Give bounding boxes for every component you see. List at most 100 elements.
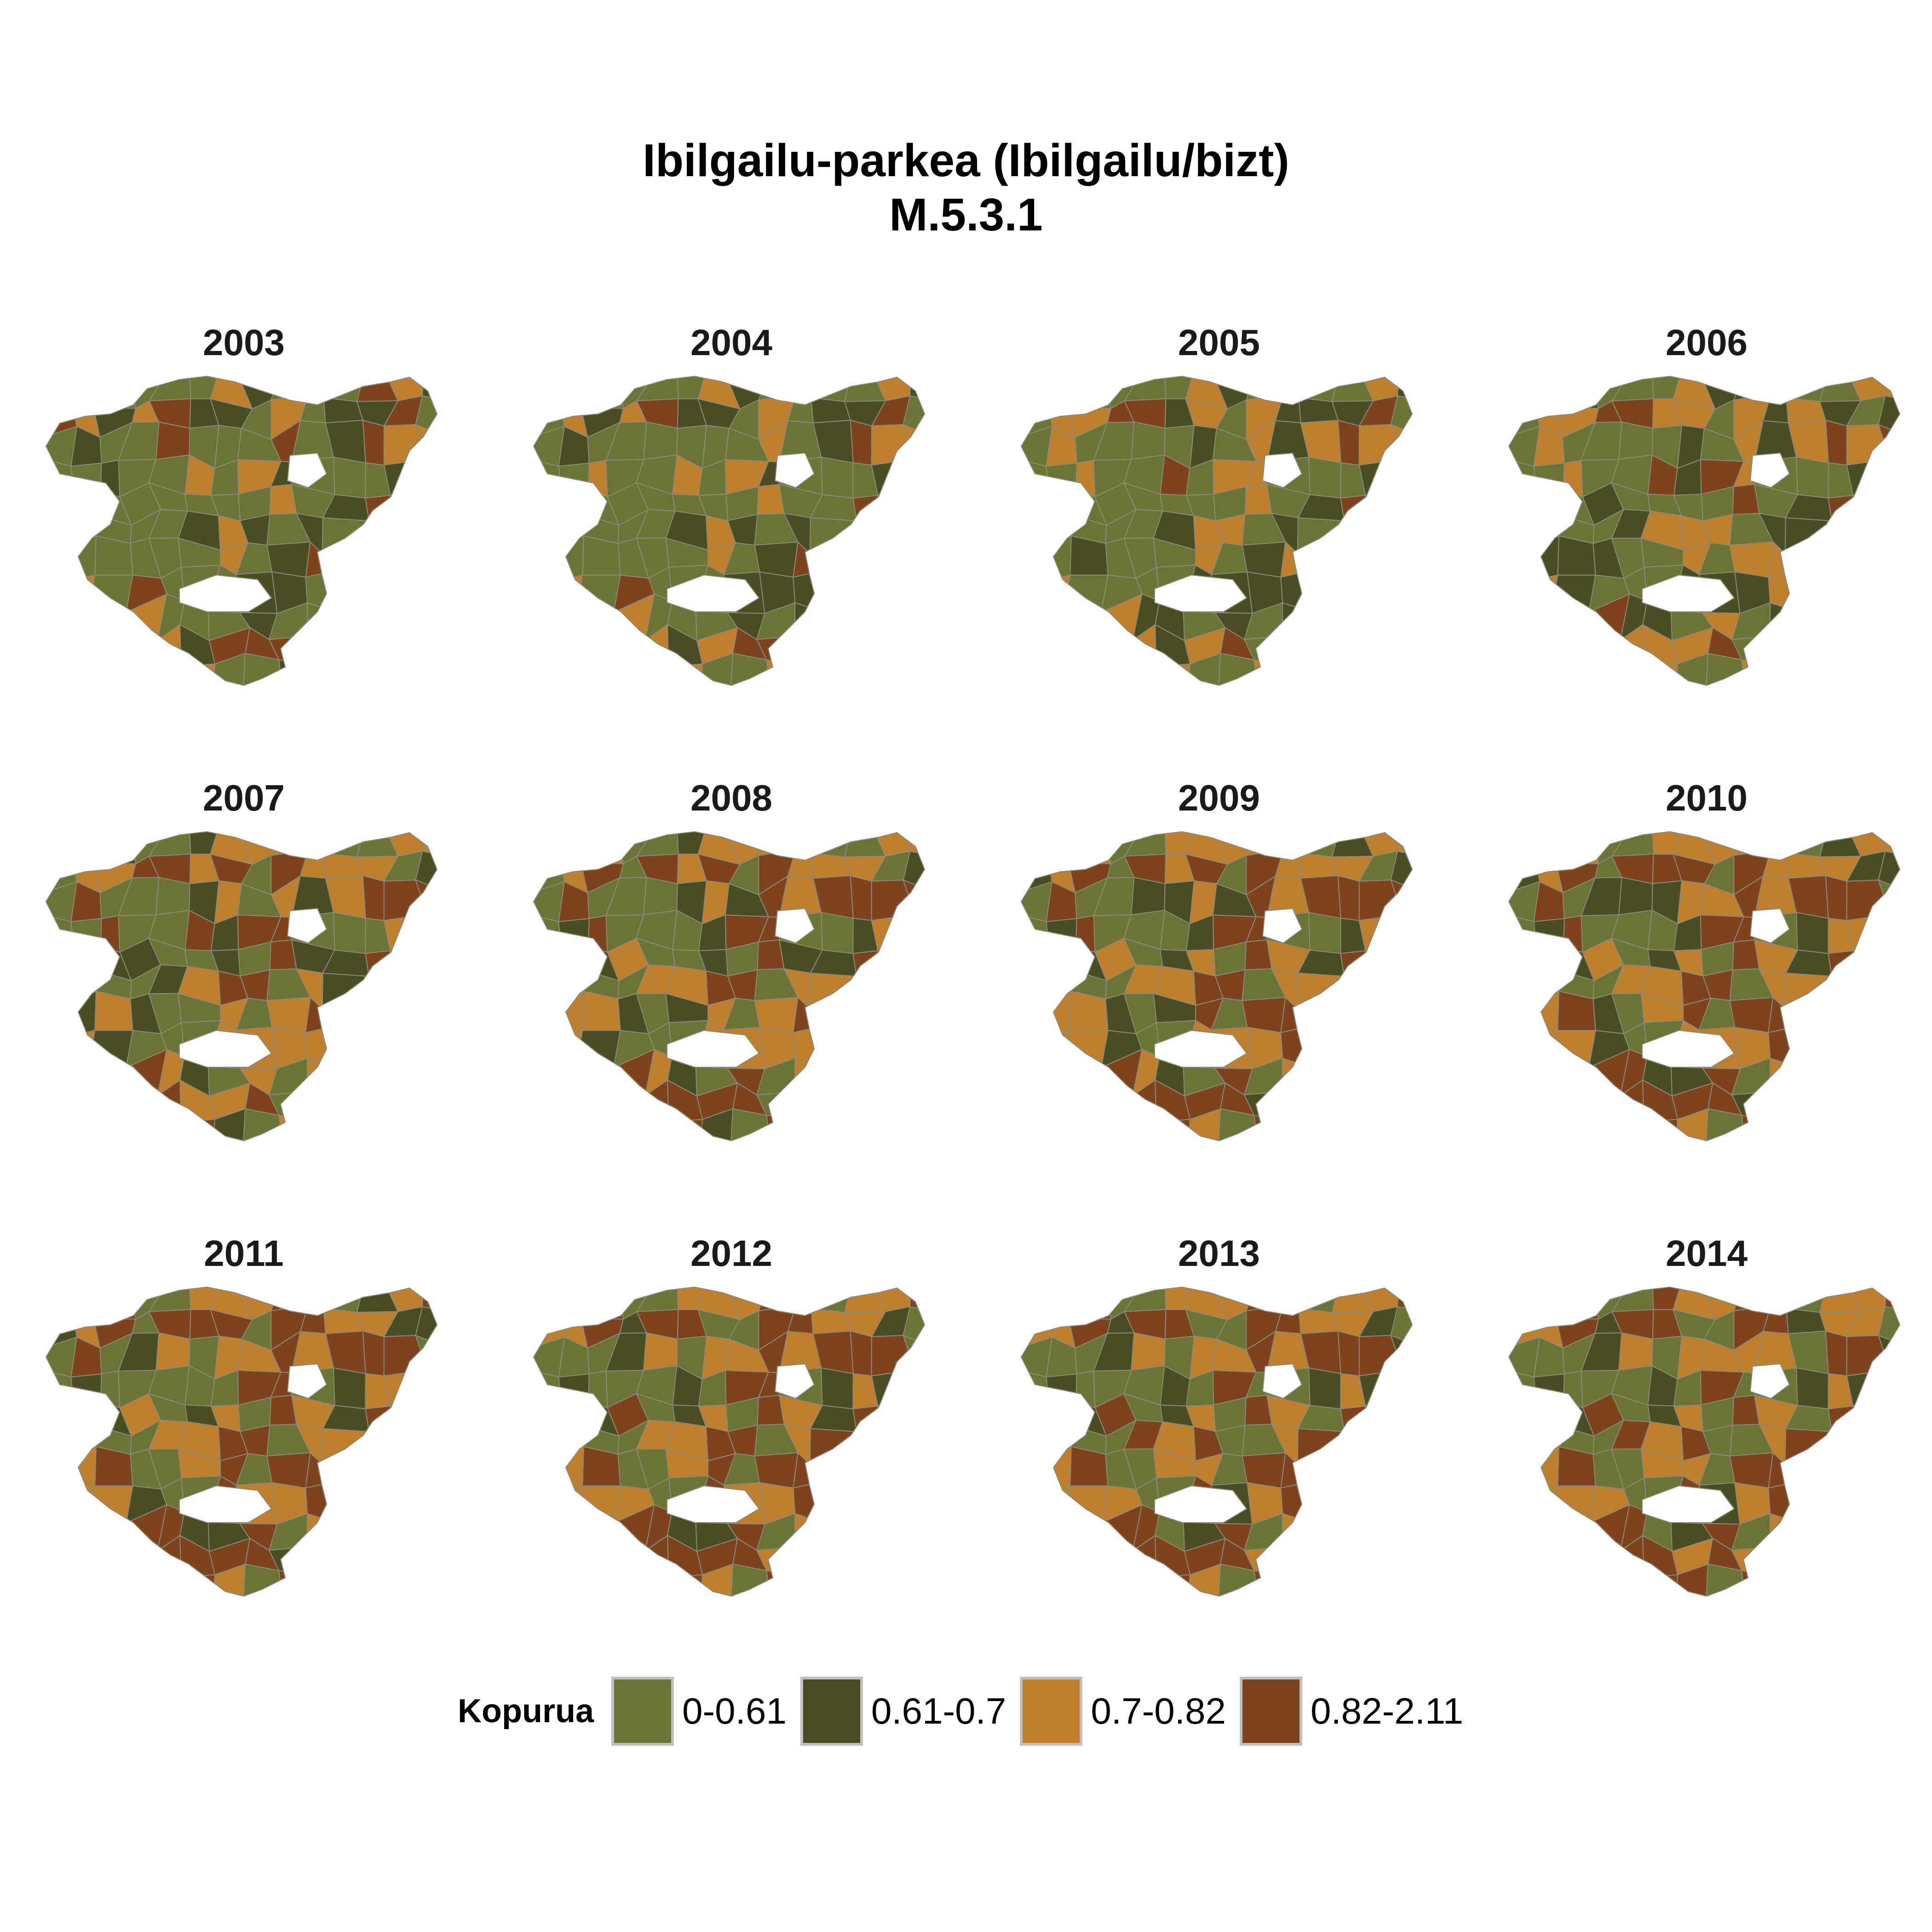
municipality-region <box>1275 394 1301 424</box>
municipality-region <box>1065 638 1109 670</box>
municipality-region <box>46 635 71 662</box>
municipality-region <box>877 1481 914 1518</box>
municipality-region <box>1885 832 1900 857</box>
municipality-region <box>326 1081 367 1118</box>
municipality-region <box>413 1388 437 1428</box>
municipality-region <box>1875 1388 1900 1428</box>
municipality-region <box>1852 1505 1882 1538</box>
municipality-region <box>60 1546 96 1573</box>
municipality-region <box>638 651 683 685</box>
municipality-region <box>393 623 411 672</box>
municipality-region <box>60 1053 96 1095</box>
municipality-region <box>1509 579 1542 602</box>
municipality-region <box>794 1513 823 1548</box>
municipality-region <box>1046 832 1071 864</box>
municipality-region <box>1383 623 1412 672</box>
municipality-region <box>1851 1114 1881 1141</box>
municipality-region <box>1393 540 1412 584</box>
municipality-region <box>46 517 74 554</box>
municipality-region <box>92 832 137 864</box>
municipality-region <box>842 570 879 610</box>
municipality-region <box>547 1509 583 1550</box>
municipality-region <box>1156 564 1196 612</box>
municipality-region <box>418 1423 437 1467</box>
municipality-region <box>1870 1122 1900 1141</box>
municipality-region <box>1845 540 1890 584</box>
municipality-region <box>1387 1363 1412 1395</box>
municipality-region <box>848 1114 882 1141</box>
municipality-region <box>365 950 391 980</box>
municipality-region <box>1845 968 1887 1012</box>
municipality-region <box>60 1090 96 1117</box>
municipality-region <box>1555 832 1599 864</box>
municipality-region <box>821 609 855 640</box>
municipality-region <box>1509 1034 1542 1058</box>
municipality-region <box>1741 1570 1769 1596</box>
municipality-region <box>46 598 79 638</box>
municipality-region <box>306 1513 335 1548</box>
municipality-region <box>46 579 79 602</box>
municipality-region <box>814 1564 851 1596</box>
municipality-region <box>906 512 925 556</box>
municipality-region <box>534 1113 565 1141</box>
municipality-region <box>361 1114 395 1141</box>
municipality-region <box>1535 491 1566 521</box>
municipality-region <box>1870 1079 1900 1127</box>
municipality-region <box>1768 1287 1801 1309</box>
municipality-region <box>547 1090 583 1117</box>
territory-outline <box>533 1286 926 1597</box>
municipality-region <box>553 1029 583 1058</box>
municipality-region <box>362 1330 385 1377</box>
municipality-region <box>667 1574 703 1596</box>
municipality-region <box>46 1546 71 1573</box>
municipality-region <box>809 972 857 1012</box>
municipality-region <box>906 1423 925 1467</box>
municipality-region <box>1021 1399 1050 1432</box>
municipality-region <box>121 651 161 685</box>
municipality-region <box>848 1081 882 1118</box>
municipality-region <box>1828 1405 1854 1435</box>
municipality-region <box>1762 850 1789 879</box>
map-panel-2009: 2009 <box>975 777 1463 1214</box>
municipality-region <box>1388 477 1412 517</box>
municipality-region <box>1796 912 1829 954</box>
municipality-region <box>587 915 608 953</box>
municipality-region <box>1280 1287 1313 1309</box>
municipality-region <box>791 653 818 685</box>
municipality-region <box>1330 1061 1370 1095</box>
municipality-region <box>643 421 678 460</box>
municipality-region <box>46 657 77 685</box>
municipality-region <box>1796 1367 1829 1409</box>
legend-item-0: 0-0.61 <box>611 1677 787 1746</box>
territory-outline <box>45 1286 438 1597</box>
municipality-region <box>1044 1568 1070 1596</box>
legend: Kopurua 0-0.61 0.61-0.7 0.7-0.82 0.82-2.… <box>458 1674 1477 1748</box>
municipality-region <box>900 932 925 972</box>
municipality-region <box>333 1519 367 1551</box>
municipality-region <box>408 623 437 672</box>
municipality-region <box>299 394 326 424</box>
municipality-region <box>1789 1536 1830 1574</box>
municipality-region <box>333 1064 367 1095</box>
municipality-region <box>814 1536 855 1574</box>
municipality-region <box>1382 1122 1412 1141</box>
municipality-region <box>1301 625 1342 663</box>
municipality-region <box>322 517 370 556</box>
municipality-region <box>895 1534 925 1582</box>
municipality-region <box>90 1549 133 1581</box>
municipality-region <box>852 1405 879 1435</box>
municipality-region <box>331 1482 359 1523</box>
municipality-region <box>388 659 418 685</box>
municipality-region <box>1064 1485 1109 1524</box>
municipality-region <box>181 1475 221 1523</box>
municipality-region <box>609 651 649 685</box>
municipality-region <box>1766 625 1799 665</box>
municipality-region <box>306 602 335 637</box>
municipality-region <box>1852 1025 1890 1062</box>
municipality-region <box>1365 1049 1395 1083</box>
municipality-region <box>1035 1090 1071 1117</box>
municipality-region <box>1552 638 1596 670</box>
municipality-region <box>1851 659 1881 685</box>
municipality-region <box>909 376 925 401</box>
municipality-region <box>1741 1115 1769 1141</box>
